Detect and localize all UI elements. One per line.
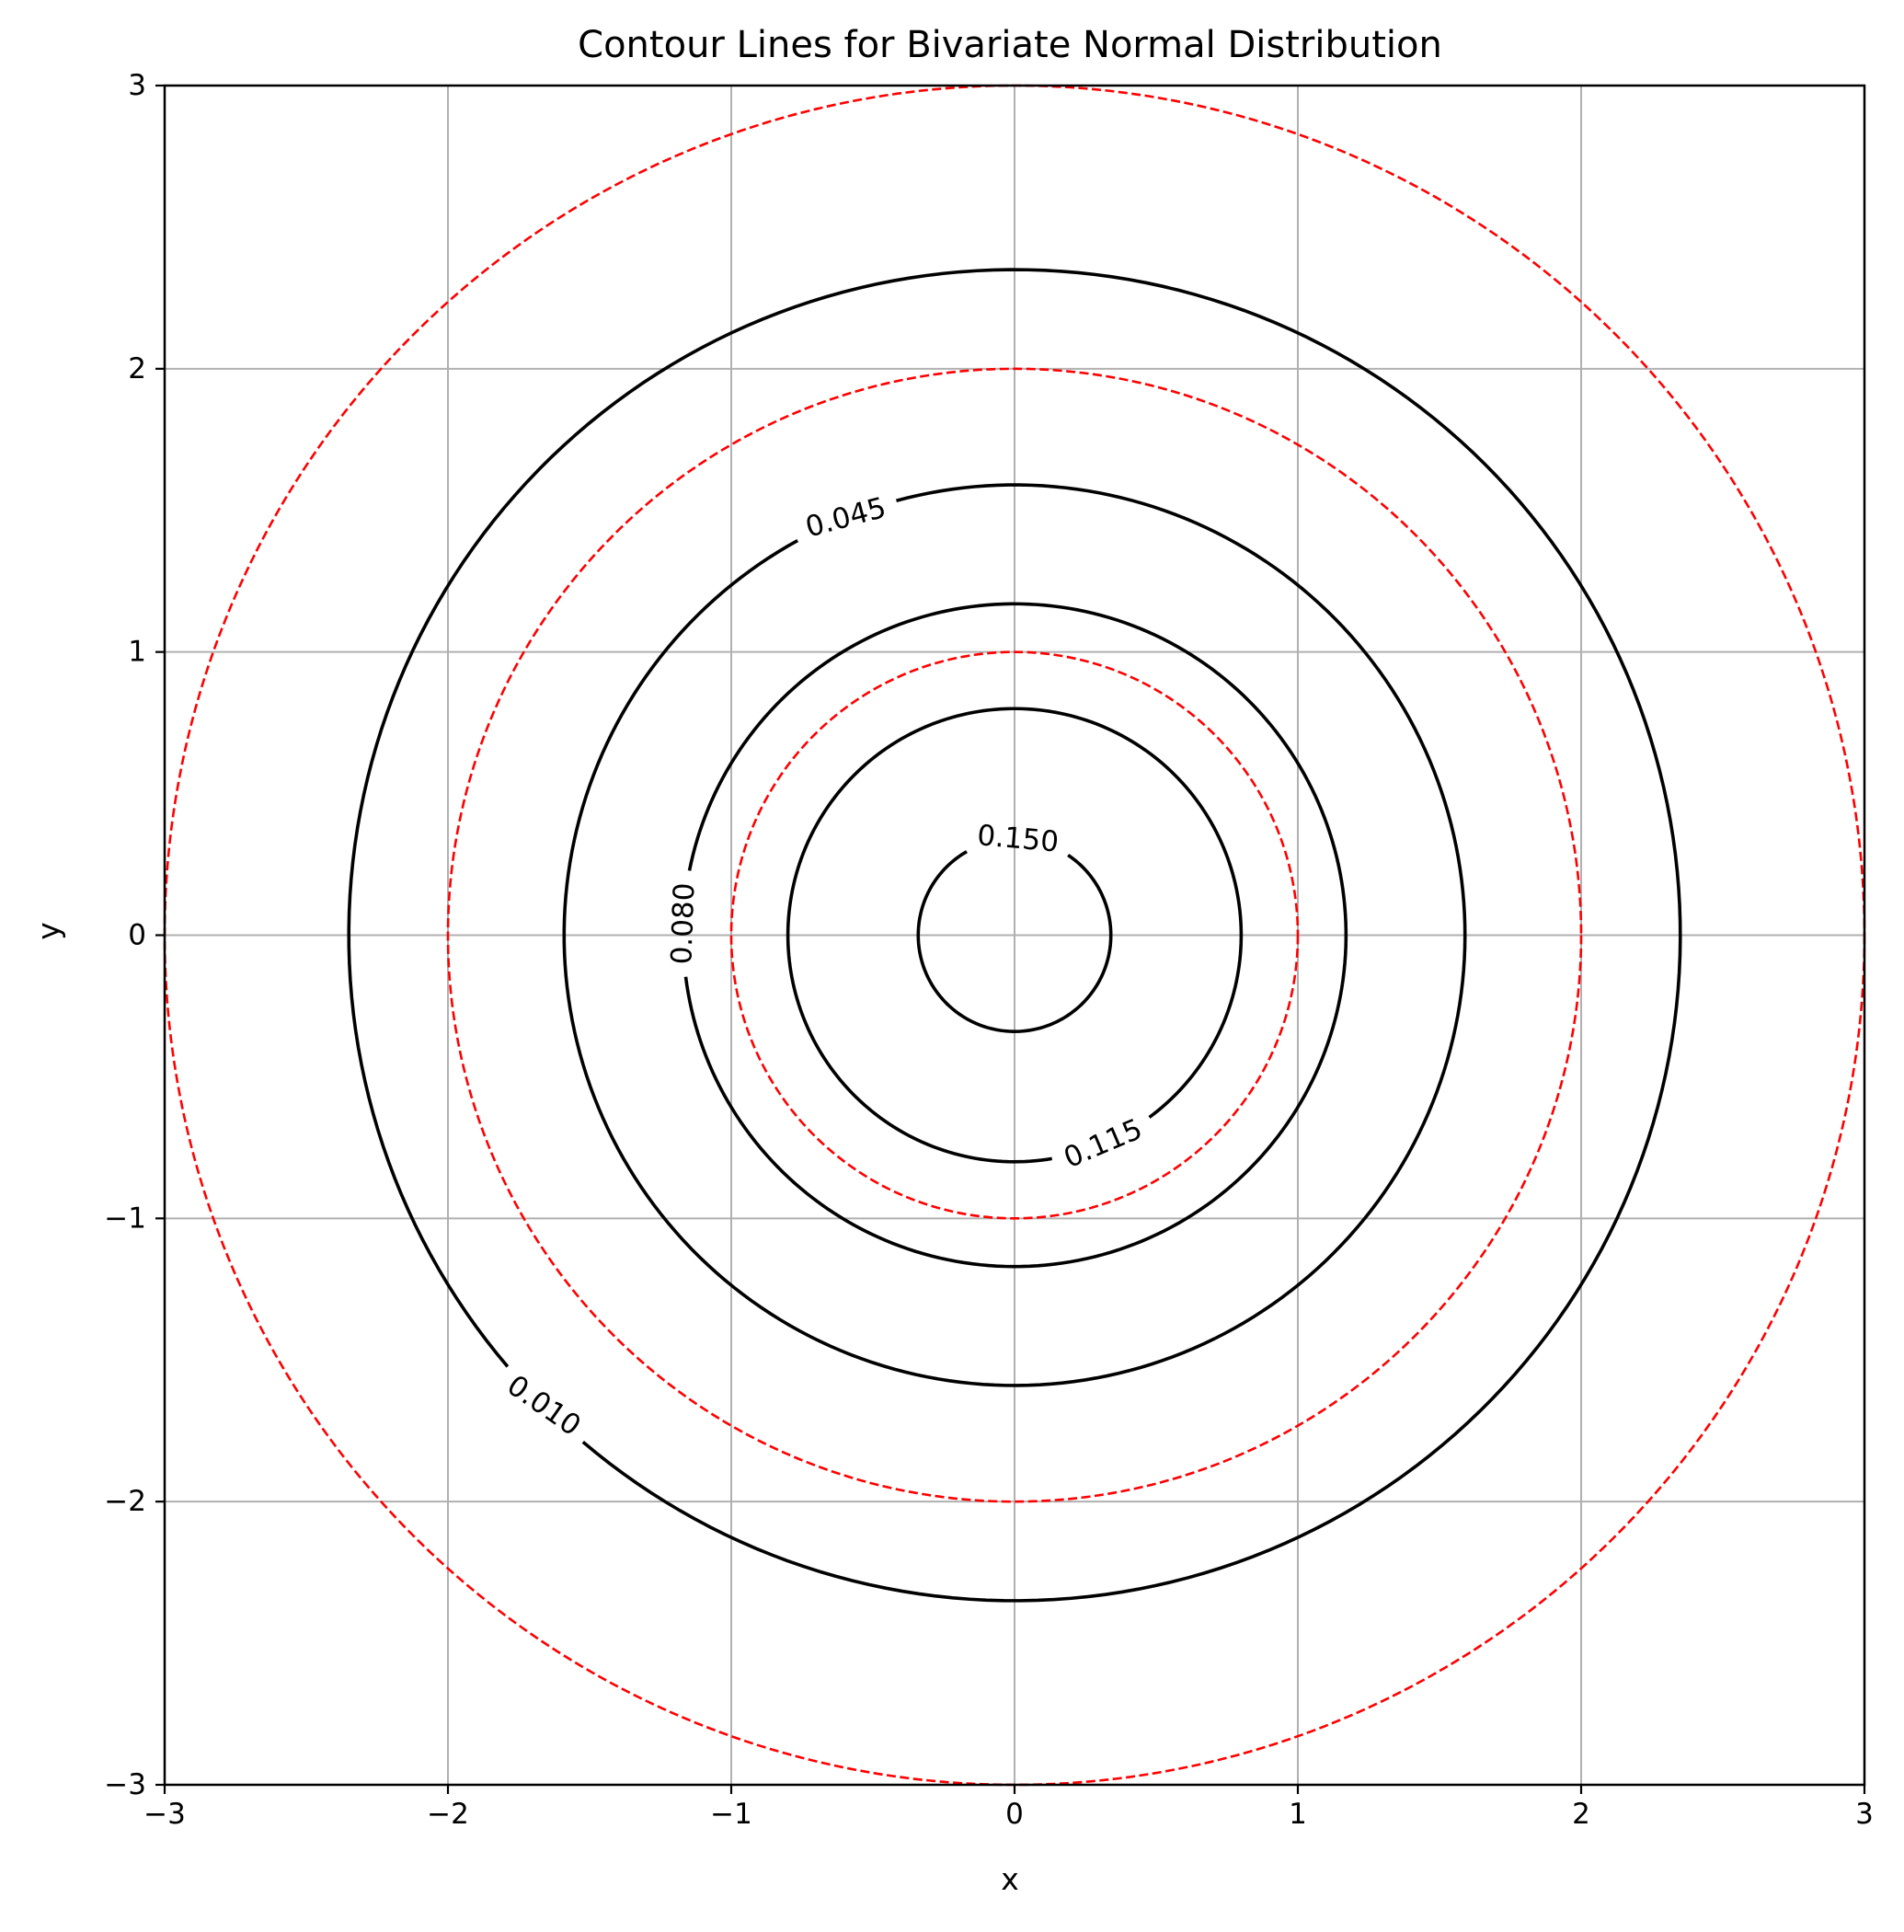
chart-title: Contour Lines for Bivariate Normal Distr… <box>578 24 1442 66</box>
x-tick-label: −2 <box>427 1798 469 1831</box>
contour-line-0.080 <box>683 602 1348 1269</box>
x-tick-label: 0 <box>1005 1798 1024 1831</box>
contour-labels: 0.010 0.045 0.080 0.115 0.150 <box>501 491 1148 1443</box>
contour-line-0.010 <box>347 268 1682 1603</box>
reference-circle-r2 <box>446 367 1583 1503</box>
y-tick-label: −3 <box>104 1768 146 1801</box>
y-tick-label: −2 <box>104 1485 146 1518</box>
x-tick-label: −3 <box>143 1798 186 1831</box>
axis-ticks: −3 −2 −1 0 1 2 3 −3 −2 −1 0 1 2 3 <box>104 69 1874 1831</box>
y-tick-label: 3 <box>128 69 146 102</box>
contour-line-0.045 <box>562 483 1467 1387</box>
y-axis-title: y <box>30 922 66 940</box>
contour-line-0.115 <box>786 707 1244 1164</box>
y-tick-label: 2 <box>128 352 146 385</box>
x-tick-label: 1 <box>1289 1798 1307 1831</box>
reference-circle-r1 <box>729 650 1300 1220</box>
contour-label-0.080: 0.080 <box>665 882 701 965</box>
x-tick-label: 3 <box>1855 1798 1874 1831</box>
contour-label-0.045: 0.045 <box>802 491 889 545</box>
x-tick-label: 2 <box>1572 1798 1590 1831</box>
y-tick-label: 0 <box>128 919 146 952</box>
x-tick-label: −1 <box>710 1798 752 1831</box>
y-tick-label: 1 <box>128 636 146 669</box>
contour-label-0.010: 0.010 <box>501 1369 587 1443</box>
contour-line-0.150 <box>916 850 1113 1033</box>
y-tick-label: −1 <box>104 1202 146 1235</box>
contour-label-0.115: 0.115 <box>1059 1112 1147 1175</box>
grid-lines <box>164 85 1865 1786</box>
contour-lines <box>347 268 1682 1603</box>
x-axis-title: x <box>1001 1861 1019 1897</box>
contour-label-0.150: 0.150 <box>976 819 1061 859</box>
